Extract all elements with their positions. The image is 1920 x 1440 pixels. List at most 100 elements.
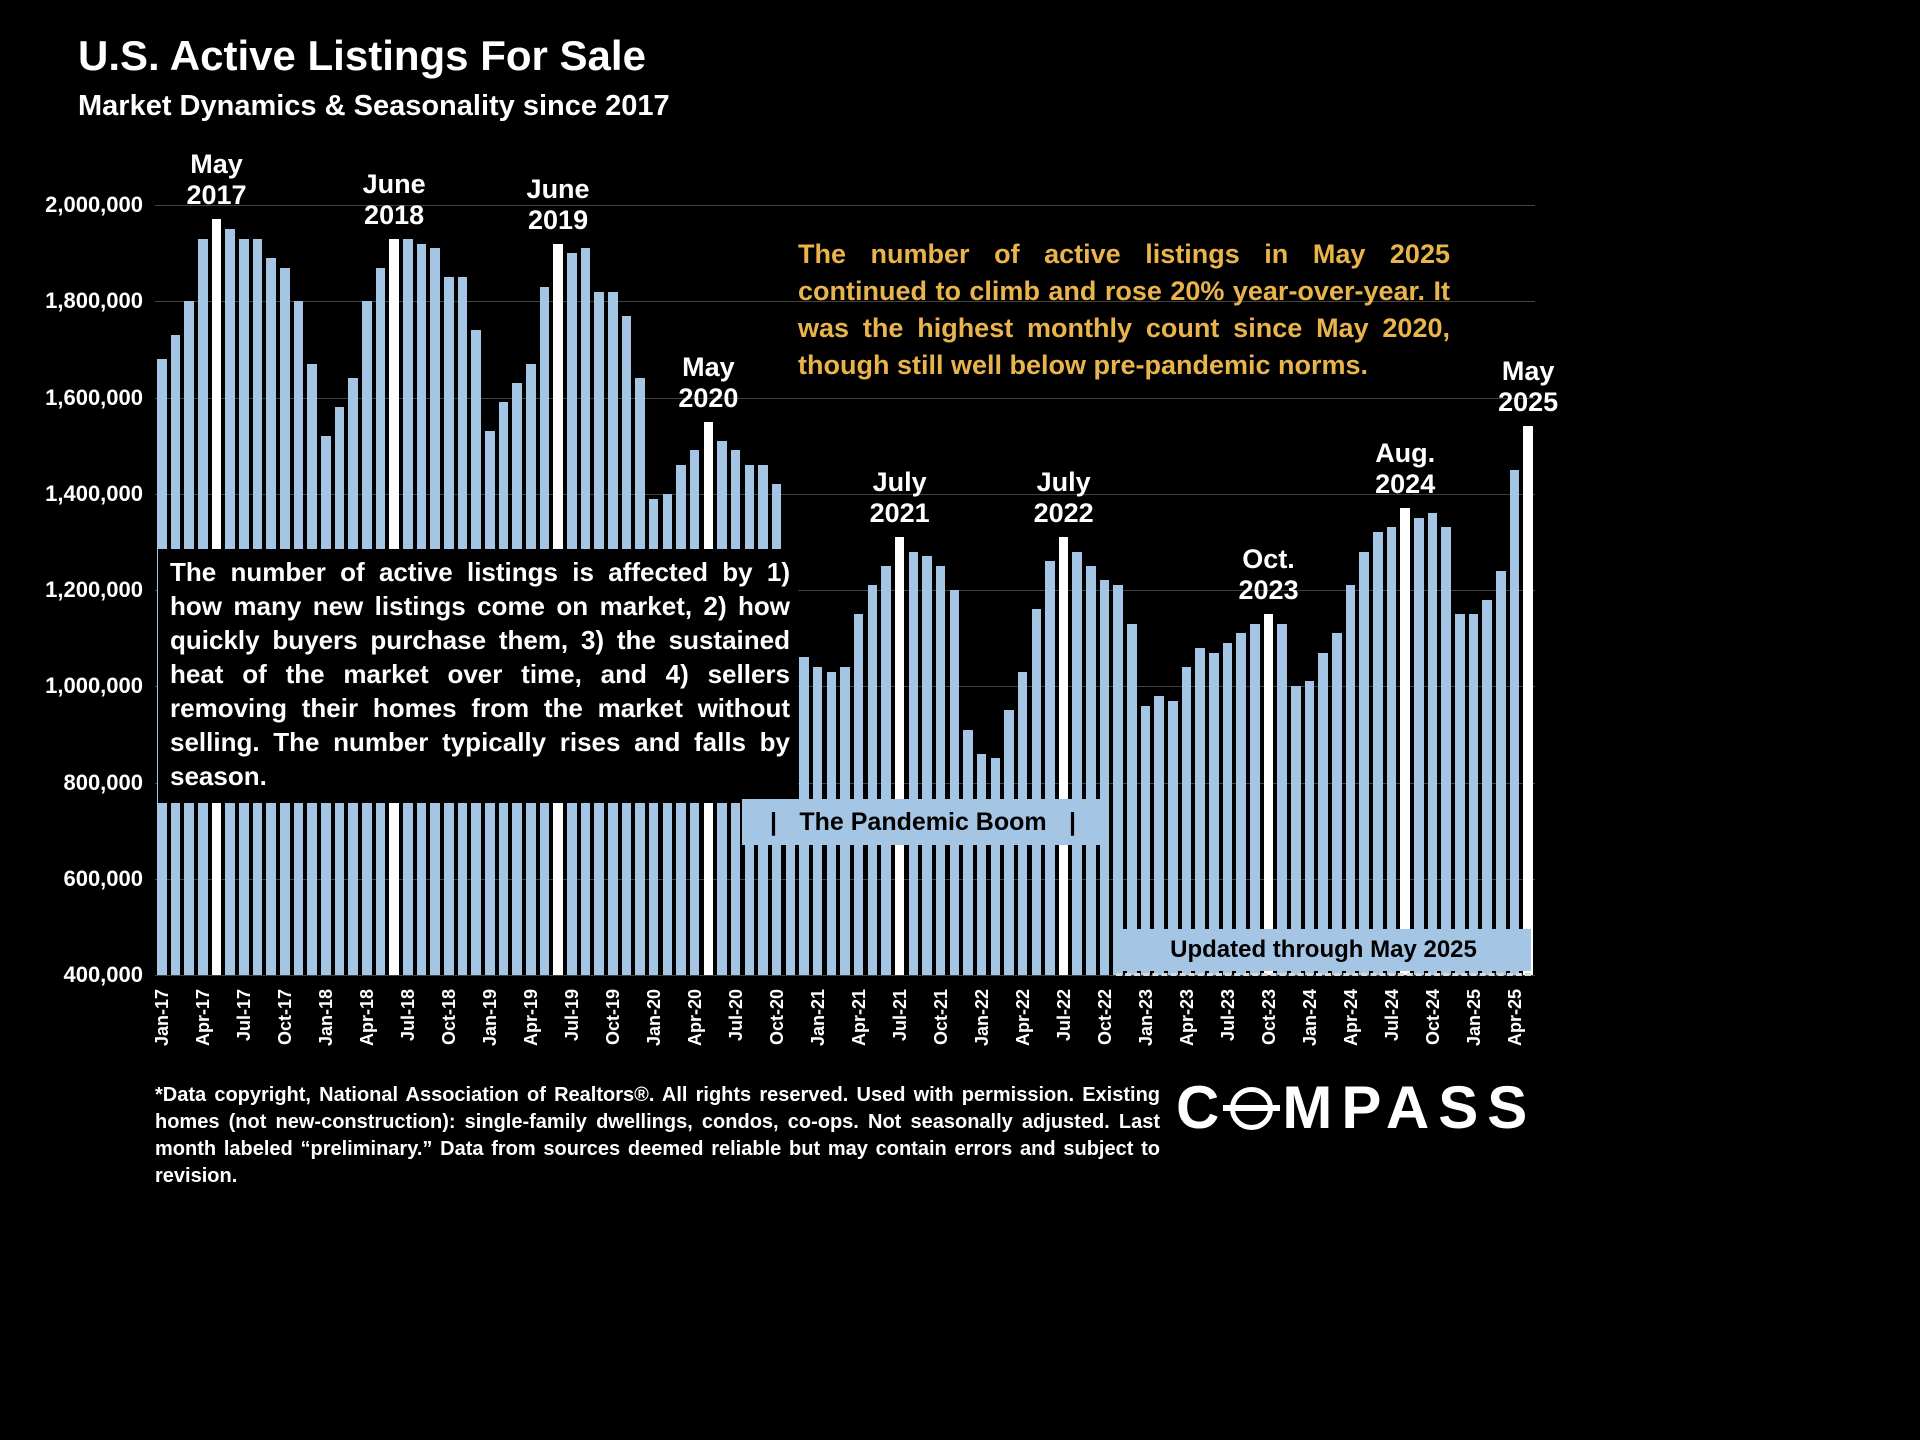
peak-label-May-20: May 2020: [633, 352, 783, 414]
peak-label-Oct-23: Oct. 2023: [1194, 544, 1344, 606]
x-axis-label: Apr-22: [1012, 989, 1033, 1047]
bar-Jun-21: [881, 565, 891, 975]
bar-Dec-21: [963, 729, 973, 975]
gridline: [155, 590, 1535, 591]
bar-Aug-23: [1236, 633, 1247, 975]
bar-Jul-24: [1386, 527, 1397, 975]
bar-Mar-23: [1168, 700, 1178, 975]
bar-Jul-23: [1222, 642, 1233, 975]
bar-Jan-24: [1304, 681, 1315, 975]
x-axis-label: Jan-24: [1299, 989, 1320, 1047]
x-axis-label: Apr-24: [1340, 989, 1361, 1047]
bar-Feb-22: [990, 758, 1001, 975]
logo-text: C: [1176, 1074, 1229, 1141]
x-axis-label: Apr-18: [356, 989, 377, 1047]
bar-Jul-22: [1058, 537, 1069, 975]
bar-Aug-21: [908, 551, 919, 975]
x-axis-label: Oct-24: [1422, 989, 1443, 1046]
peak-label-line: Oct.: [1242, 544, 1295, 575]
peak-label-line: July: [1036, 467, 1091, 498]
y-axis-label: 600,000: [63, 865, 143, 891]
bar-Jul-21: [894, 537, 905, 975]
bar-Nov-22: [1113, 585, 1124, 975]
x-axis-label: Apr-25: [1504, 989, 1525, 1047]
x-axis-label: Oct-22: [1094, 989, 1115, 1046]
peak-label-line: Aug.: [1375, 438, 1436, 469]
dashed-baseline: [1116, 973, 1531, 976]
bar-Apr-25: [1509, 469, 1520, 975]
x-axis-label: Jan-18: [315, 989, 336, 1047]
x-axis-label: Jul-17: [233, 989, 254, 1042]
explainer-note: The number of active listings is affecte…: [158, 549, 798, 803]
bar-Oct-22: [1099, 580, 1110, 975]
peak-label-Jun-18: June 2018: [319, 169, 469, 231]
gridline: [155, 205, 1535, 206]
y-axis-label: 1,600,000: [45, 384, 143, 410]
bar-Feb-23: [1154, 695, 1165, 975]
x-axis-label: Oct-21: [930, 989, 951, 1046]
x-axis-label: Jan-21: [807, 989, 828, 1047]
bar-Dec-23: [1291, 686, 1301, 975]
gridline: [155, 975, 1535, 976]
x-axis-label: Jul-22: [1053, 989, 1074, 1042]
pandemic-boom-label: The Pandemic Boom: [799, 807, 1047, 836]
x-axis-label: Jan-17: [151, 989, 172, 1047]
x-axis-label: Oct-18: [438, 989, 459, 1046]
bar-Jan-23: [1140, 705, 1151, 975]
x-axis-label: Jul-19: [561, 989, 582, 1042]
peak-label-line: 2021: [869, 498, 930, 529]
compass-logo: C MPASS: [1176, 1078, 1536, 1138]
x-axis-label: Oct-23: [1258, 989, 1279, 1046]
y-axis-label: 1,200,000: [45, 577, 143, 602]
bar-Apr-21: [853, 614, 864, 975]
compass-o-needle-icon: [1223, 1086, 1281, 1130]
bar-Jan-22: [976, 753, 987, 975]
y-axis-label: 1,400,000: [45, 480, 143, 506]
x-axis-label: Jan-20: [643, 989, 664, 1047]
bar-Jan-25: [1468, 614, 1479, 975]
x-axis-label: Apr-23: [1176, 989, 1197, 1047]
x-axis-label: Jan-25: [1463, 989, 1484, 1047]
peak-label-Jul-21: July 2021: [825, 467, 975, 529]
peak-label-line: 2020: [678, 382, 739, 413]
page-subtitle: Market Dynamics & Seasonality since 2017: [78, 90, 670, 122]
bar-Nov-23: [1277, 623, 1287, 975]
data-disclaimer: *Data copyright, National Association of…: [155, 1084, 1160, 1187]
bar-May-22: [1031, 609, 1042, 975]
bar-May-24: [1359, 551, 1369, 975]
peak-label-Aug-24: Aug. 2024: [1330, 438, 1480, 500]
x-axis-label: Jan-23: [1135, 989, 1156, 1047]
bar-Sep-24: [1414, 517, 1424, 975]
bar-Apr-24: [1345, 585, 1356, 975]
x-axis-label: Apr-21: [848, 989, 869, 1047]
x-axis-label: Apr-17: [192, 989, 213, 1047]
bar-Dec-24: [1455, 614, 1465, 975]
bar-May-25: [1523, 426, 1533, 975]
peak-label-line: May: [190, 149, 243, 180]
bar-Aug-24: [1400, 508, 1410, 975]
peak-label-line: 2022: [1033, 498, 1094, 529]
bar-Oct-23: [1263, 614, 1274, 975]
peak-label-line: 2023: [1238, 575, 1299, 606]
peak-label-line: May: [1501, 356, 1555, 387]
bar-May-23: [1195, 647, 1206, 975]
peak-label-line: 2017: [186, 180, 247, 211]
x-axis-label: Oct-19: [602, 989, 623, 1046]
ribbon-tick-left: |: [770, 807, 777, 836]
peak-label-line: May: [682, 351, 735, 382]
bar-Mar-25: [1496, 570, 1506, 975]
bar-Jun-23: [1209, 652, 1219, 975]
peak-label-line: June: [362, 168, 426, 199]
y-axis-label: 400,000: [63, 962, 143, 987]
bar-Apr-23: [1181, 667, 1192, 975]
peak-label-line: 2018: [364, 199, 425, 230]
x-axis-label: Oct-17: [274, 989, 295, 1046]
peak-label-line: 2025: [1498, 387, 1559, 418]
updated-through-ribbon: Updated through May 2025: [1116, 929, 1531, 971]
x-axis-label: Apr-19: [520, 989, 541, 1047]
x-axis-label: Jan-19: [479, 989, 500, 1047]
bar-Sep-22: [1086, 565, 1096, 975]
x-axis-label: Jul-23: [1217, 989, 1238, 1042]
peak-label-line: July: [872, 467, 927, 498]
y-axis-label: 800,000: [63, 769, 143, 795]
